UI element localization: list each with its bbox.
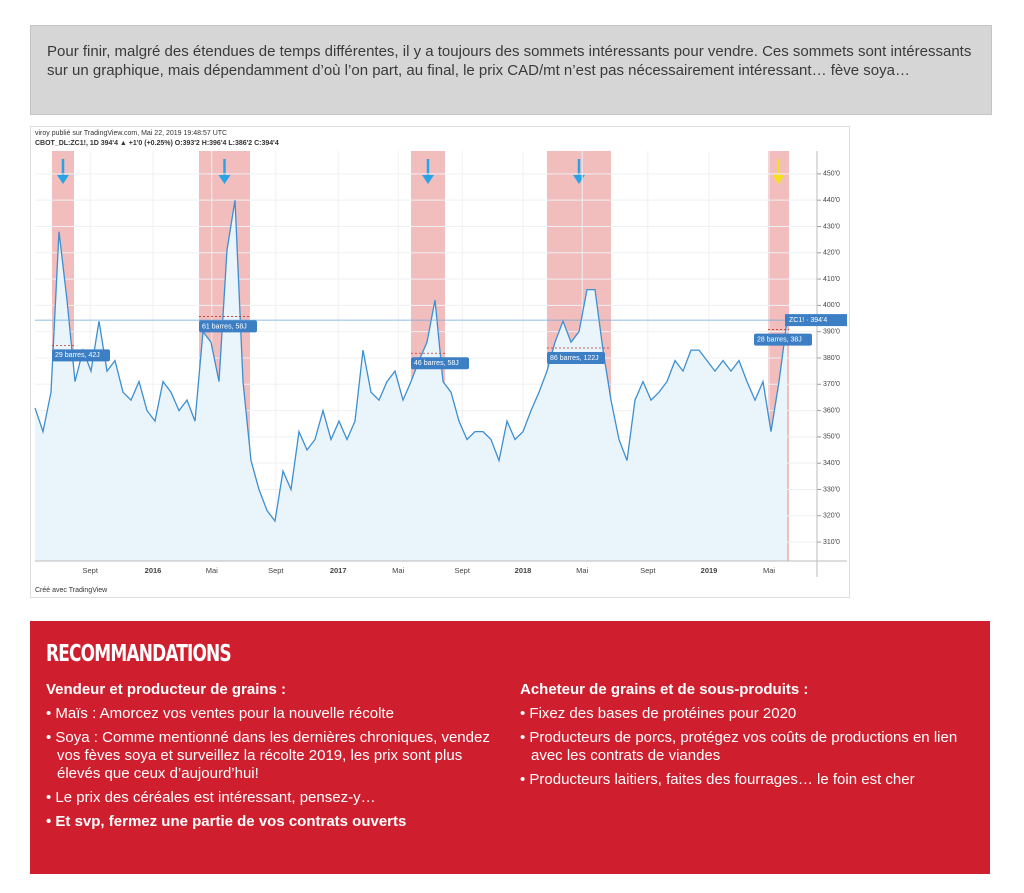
reco-item: Soya : Comme mentionné dans les dernière… — [46, 729, 496, 783]
reco-item: Et svp, fermez une partie de vos contrat… — [46, 813, 496, 831]
annotation-label: 61 barres, 58J — [202, 323, 247, 330]
reco-column: Vendeur et producteur de grains : Maïs : … — [46, 681, 496, 837]
area — [35, 200, 787, 561]
y-tick-label: 390'0 — [823, 329, 840, 336]
intro-text: Pour finir, malgré des étendues de temps… — [30, 25, 992, 115]
annotation-label: 86 barres, 122J — [550, 355, 599, 362]
x-tick-label: 2017 — [330, 566, 347, 575]
chart-image: viroy publié sur TradingView.com, Mai 22… — [30, 126, 850, 598]
recommendations: RECOMMANDATIONS Vendeur et producteur de… — [30, 621, 990, 874]
x-tick-label: 2019 — [701, 566, 718, 575]
y-tick-label: 350'0 — [823, 434, 840, 441]
chart-header: viroy publié sur TradingView.com, Mai 22… — [35, 130, 227, 137]
annotation-label: 46 barres, 58J — [414, 360, 459, 367]
y-tick-label: 450'0 — [823, 171, 840, 178]
reco-heading: Vendeur et producteur de grains : — [46, 681, 287, 698]
y-tick-label: 440'0 — [823, 197, 840, 204]
annotation-box — [754, 333, 812, 346]
x-tick-label: Sept — [268, 566, 284, 575]
reco-title: RECOMMANDATIONS — [46, 641, 232, 667]
y-tick-label: 320'0 — [823, 513, 840, 520]
x-tick-label: 2016 — [145, 566, 162, 575]
annotation-label: 28 barres, 38J — [757, 336, 802, 343]
y-tick-label: 410'0 — [823, 276, 840, 283]
reco-column: Acheteur de grains et de sous-produits :… — [520, 681, 970, 795]
annotation-box — [411, 357, 469, 370]
x-tick-label: Mai — [763, 566, 775, 575]
arrow-head — [57, 175, 69, 184]
arrow-head — [422, 175, 434, 184]
x-tick-label: Mai — [576, 566, 588, 575]
y-tick-label: 370'0 — [823, 381, 840, 388]
x-tick-label: Sept — [640, 566, 656, 575]
x-tick-label: 2018 — [515, 566, 532, 575]
x-tick-label: Sept — [82, 566, 98, 575]
chart-header: CBOT_DL:ZC1!, 1D 394'4 ▲ +1'0 (+0.25%) O… — [35, 140, 279, 147]
reco-item: Maïs : Amorcez vos ventes pour la nouvel… — [46, 705, 496, 723]
reco-heading: Acheteur de grains et de sous-produits : — [520, 681, 809, 698]
x-tick-label: Mai — [392, 566, 404, 575]
chart: viroy publié sur TradingView.com, Mai 22… — [34, 130, 847, 594]
last-price-label: ZC1! · 394'4 — [789, 317, 827, 324]
y-tick-label: 310'0 — [823, 539, 840, 546]
y-tick-label: 330'0 — [823, 486, 840, 493]
reco-list: Fixez des bases de protéines pour 2020 Pr… — [520, 705, 970, 789]
y-tick-label: 420'0 — [823, 250, 840, 257]
y-tick-label: 400'0 — [823, 302, 840, 309]
price-line — [34, 200, 788, 523]
y-tick-label: 360'0 — [823, 407, 840, 414]
annotation-label: 29 barres, 42J — [55, 352, 100, 359]
x-tick-label: Mai — [206, 566, 218, 575]
y-tick-label: 380'0 — [823, 355, 840, 362]
annotation-box — [52, 349, 110, 362]
last-price-box — [785, 314, 847, 327]
annotation-box — [547, 351, 605, 364]
annotation-box — [199, 320, 257, 333]
x-tick-label: Sept — [454, 566, 470, 575]
reco-item: Fixez des bases de protéines pour 2020 — [520, 705, 970, 723]
arrow-head — [772, 175, 785, 184]
y-tick-label: 430'0 — [823, 223, 840, 230]
reco-list: Maïs : Amorcez vos ventes pour la nouvel… — [46, 705, 496, 831]
reco-item: Producteurs laitiers, faites des fourrag… — [520, 771, 970, 789]
chart-footer: Créé avec TradingView — [35, 587, 108, 594]
reco-item: Producteurs de porcs, protégez vos coûts… — [520, 729, 970, 765]
arrow-head — [218, 175, 231, 184]
y-tick-label: 340'0 — [823, 460, 840, 467]
reco-item: Le prix des céréales est intéressant, pe… — [46, 789, 496, 807]
